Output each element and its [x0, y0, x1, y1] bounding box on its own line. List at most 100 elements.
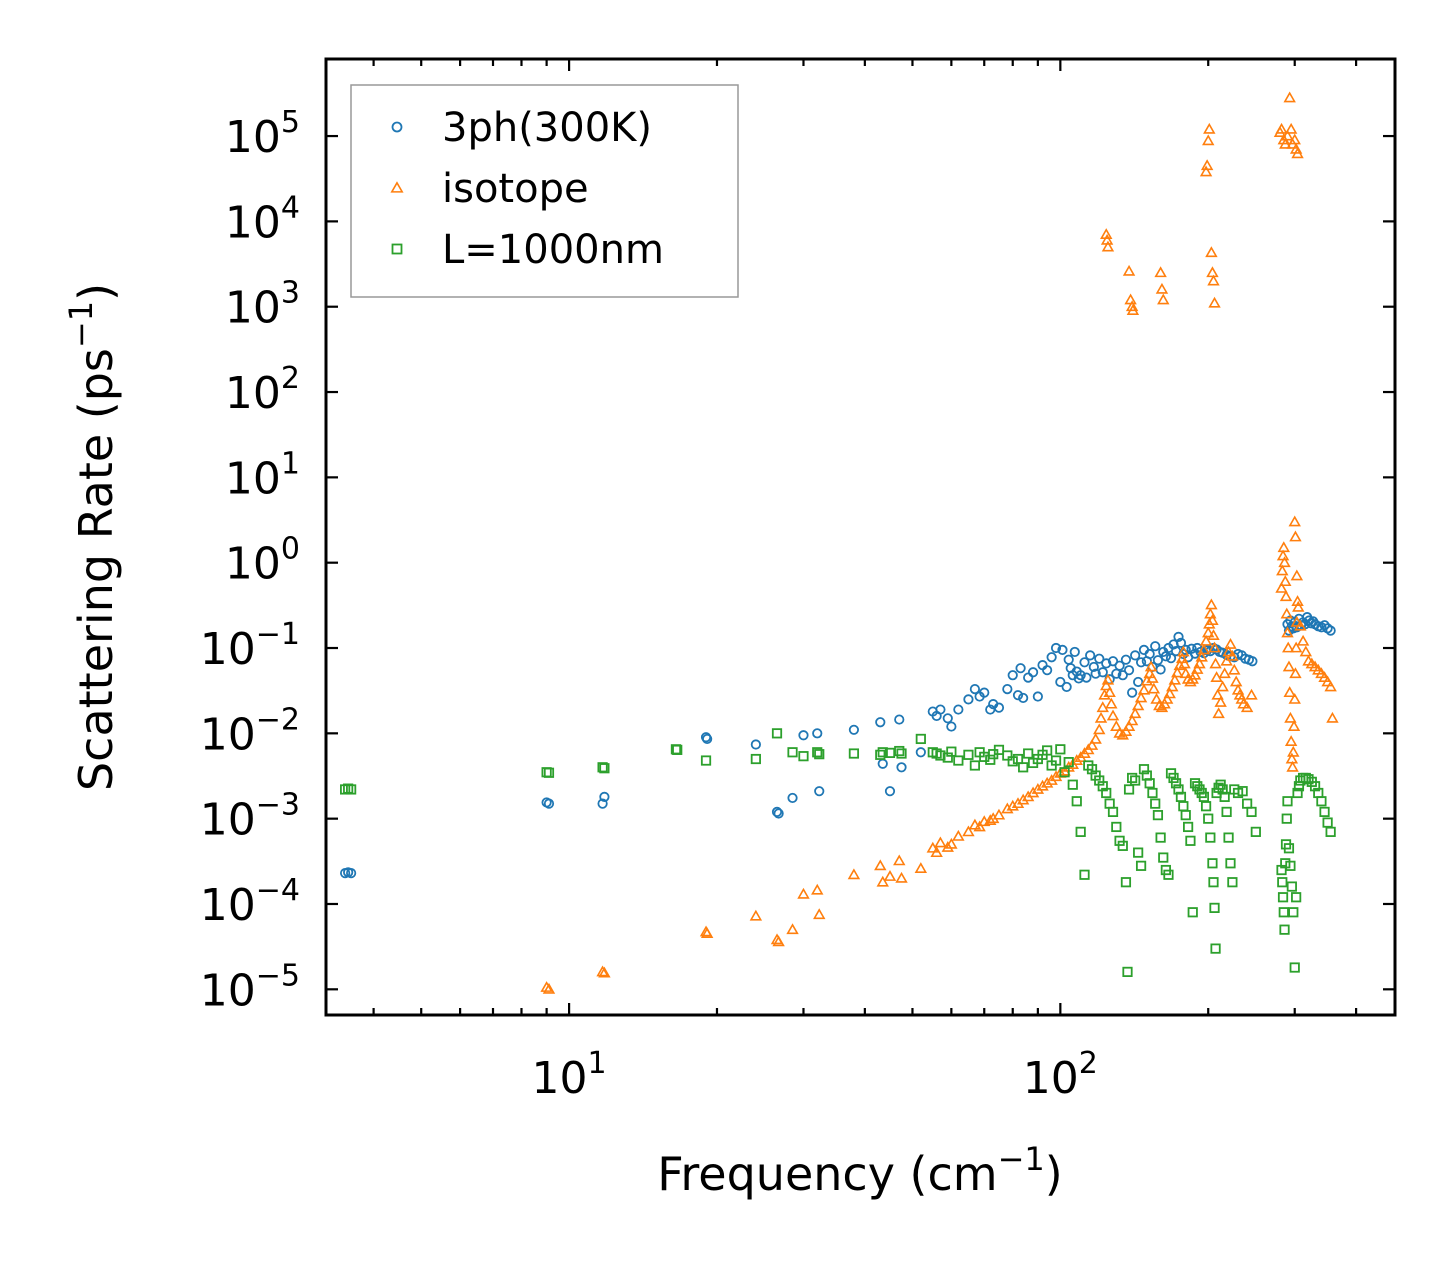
data-point — [1285, 860, 1296, 871]
data-point — [941, 840, 954, 852]
data-point — [1063, 654, 1074, 665]
data-point — [1278, 907, 1289, 918]
data-point — [1284, 122, 1298, 134]
data-point — [1299, 645, 1313, 657]
y-tick-label: 100 — [225, 532, 300, 590]
data-point — [1188, 668, 1202, 680]
data-point — [1150, 641, 1161, 652]
data-point — [1147, 787, 1158, 799]
data-point — [1023, 672, 1034, 683]
data-point — [1175, 791, 1187, 802]
data-point — [1208, 641, 1221, 653]
data-point — [884, 786, 896, 797]
data-point — [1163, 687, 1176, 699]
data-point — [1085, 739, 1099, 750]
data-point — [1155, 664, 1166, 675]
data-point — [1324, 680, 1337, 692]
data-point — [1144, 648, 1155, 660]
data-point — [895, 871, 908, 883]
data-point — [1036, 779, 1049, 791]
data-point — [1277, 892, 1289, 903]
data-point — [1187, 907, 1198, 918]
data-point — [1207, 274, 1220, 286]
data-point — [1075, 670, 1086, 681]
data-point — [1284, 735, 1298, 747]
data-point — [993, 702, 1005, 713]
data-point — [985, 754, 996, 765]
data-point — [1325, 826, 1336, 837]
data-point — [1210, 671, 1223, 683]
data-point — [771, 728, 783, 739]
data-point — [875, 749, 886, 760]
data-point — [1027, 667, 1039, 678]
data-point — [797, 887, 810, 899]
data-point — [1023, 748, 1034, 759]
data-point — [1205, 246, 1218, 258]
data-point — [750, 753, 761, 765]
data-point — [914, 862, 928, 874]
tick-labels: 101 102 10−5 10−4 10−3 10−2 10−1 100 101 102 103 10… — [200, 105, 1098, 1104]
data-point — [1283, 686, 1296, 698]
data-point — [1200, 801, 1212, 812]
data-point — [946, 721, 957, 732]
data-point — [1117, 670, 1128, 681]
data-point — [883, 870, 897, 881]
data-point — [1208, 877, 1219, 888]
data-point — [1216, 680, 1229, 692]
y-axis-title: Scattering Rate (ps−1) — [62, 283, 123, 791]
data-point — [1222, 645, 1235, 657]
data-point — [1120, 654, 1132, 665]
y-tick-label: 105 — [225, 105, 300, 163]
data-point — [1031, 783, 1045, 794]
axis-ticks — [326, 59, 1395, 1015]
data-point — [1157, 293, 1170, 305]
data-point — [963, 694, 974, 705]
data-point — [1205, 832, 1216, 843]
data-point — [1207, 858, 1218, 869]
data-point — [1152, 655, 1164, 666]
data-point — [1146, 671, 1159, 683]
data-point — [877, 747, 888, 758]
data-point — [672, 744, 683, 755]
data-point — [1225, 858, 1236, 869]
data-point — [1126, 304, 1140, 316]
data-point — [1296, 634, 1310, 646]
data-point — [1135, 657, 1147, 668]
data-point — [1209, 902, 1220, 913]
data-point — [1032, 691, 1043, 702]
data-point — [540, 981, 553, 992]
data-point — [1075, 826, 1086, 837]
data-point — [702, 733, 713, 745]
data-point — [1276, 564, 1289, 576]
data-point — [1079, 657, 1090, 668]
data-point — [1237, 786, 1248, 797]
data-point — [1130, 775, 1141, 786]
data-point — [1171, 666, 1184, 678]
data-point — [1125, 714, 1139, 726]
data-point — [1180, 810, 1191, 821]
data-point — [1166, 680, 1179, 692]
data-point — [1289, 667, 1302, 679]
data-point — [1122, 966, 1133, 977]
data-point — [1127, 687, 1138, 698]
data-point — [1101, 658, 1112, 669]
data-point — [1012, 753, 1024, 765]
data-point — [787, 747, 798, 758]
data-point — [1055, 676, 1066, 688]
data-point — [876, 875, 889, 887]
data-point — [543, 798, 555, 809]
data-point — [798, 730, 809, 741]
series-square — [340, 728, 1336, 977]
data-point — [1321, 675, 1334, 687]
data-point — [1279, 924, 1290, 935]
data-point — [1203, 122, 1216, 134]
data-point — [1152, 810, 1164, 821]
data-point — [1094, 711, 1108, 723]
data-point — [787, 792, 798, 804]
data-point — [1127, 772, 1138, 784]
data-point — [1281, 129, 1294, 141]
data-point — [1326, 711, 1339, 723]
data-point — [1101, 673, 1115, 685]
data-point — [1071, 796, 1082, 807]
data-point — [1250, 826, 1261, 837]
